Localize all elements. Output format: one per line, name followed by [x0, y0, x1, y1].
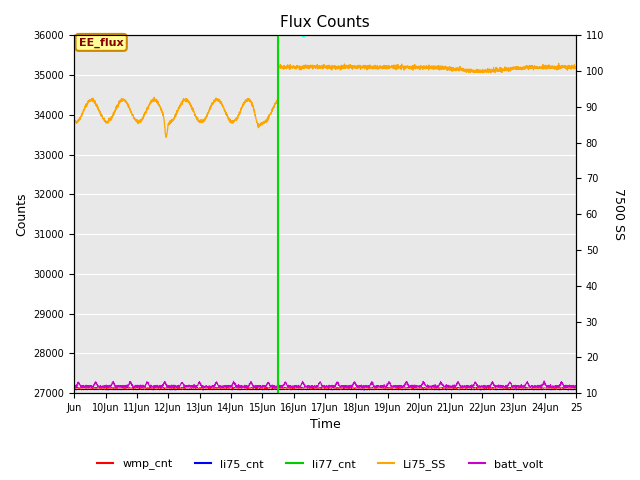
Legend: wmp_cnt, li75_cnt, li77_cnt, Li75_SS, batt_volt: wmp_cnt, li75_cnt, li77_cnt, Li75_SS, ba… [92, 455, 548, 474]
X-axis label: Time: Time [310, 419, 340, 432]
Y-axis label: 7500 SS: 7500 SS [612, 188, 625, 240]
Title: Flux Counts: Flux Counts [280, 15, 370, 30]
Text: EE_flux: EE_flux [79, 37, 124, 48]
Y-axis label: Counts: Counts [15, 192, 28, 236]
